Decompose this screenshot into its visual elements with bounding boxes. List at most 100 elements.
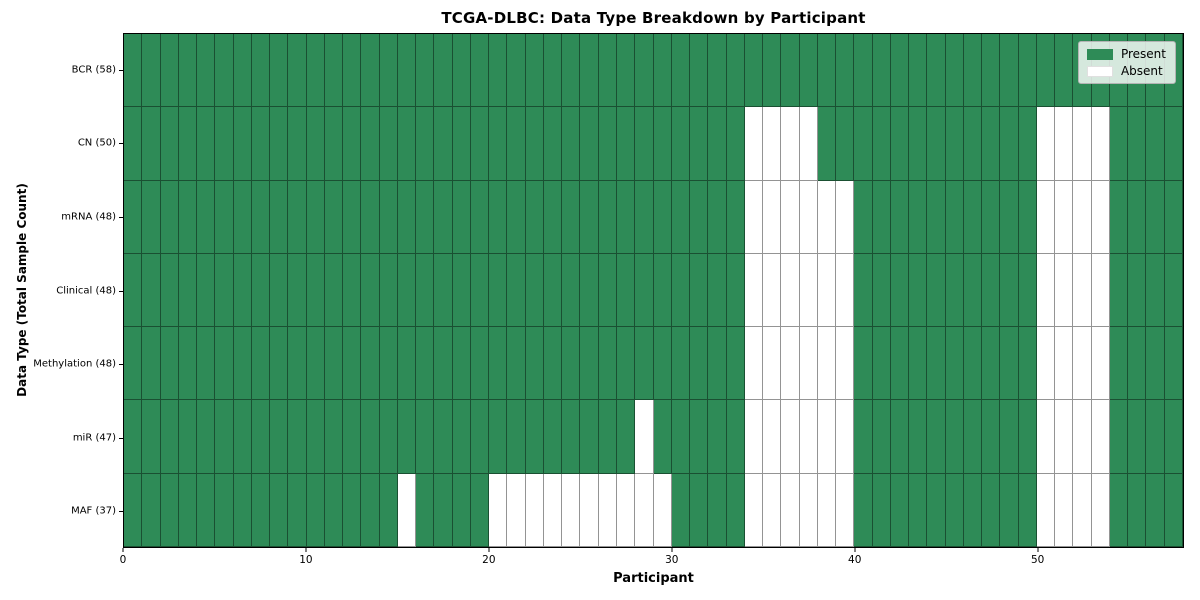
heatmap-cell: [1146, 107, 1165, 181]
heatmap-cell: [909, 107, 928, 181]
heatmap-cell: [416, 327, 435, 401]
y-tick-mark: [119, 437, 123, 439]
heatmap-cell: [233, 400, 252, 474]
heatmap-cell: [580, 34, 599, 108]
heatmap-cell: [343, 253, 362, 328]
heatmap-cell: [836, 473, 855, 547]
heatmap-cell: [1109, 400, 1129, 474]
heatmap-cell: [836, 400, 855, 474]
heatmap-cell: [562, 180, 581, 254]
heatmap-cell: [251, 400, 271, 474]
heatmap-cell: [781, 180, 800, 254]
heatmap-cell: [1073, 327, 1092, 401]
heatmap-cell: [562, 253, 581, 328]
heatmap-cell: [635, 473, 654, 547]
legend-label-absent: Absent: [1120, 64, 1163, 78]
heatmap-cell: [872, 107, 891, 181]
heatmap-cell: [635, 327, 654, 401]
heatmap-cell: [726, 327, 745, 401]
x-tick-label: 20: [482, 554, 496, 566]
heatmap-cell: [963, 473, 983, 547]
heatmap-cell: [1164, 400, 1183, 474]
heatmap-cell: [690, 180, 709, 254]
heatmap-cell: [1055, 180, 1074, 254]
heatmap-cell: [982, 107, 1001, 181]
heatmap-cell: [1000, 107, 1019, 181]
heatmap-cell: [708, 253, 727, 328]
heatmap-cell: [178, 107, 198, 181]
legend: Present Absent: [1077, 41, 1176, 84]
heatmap-cell: [1018, 107, 1037, 181]
heatmap-cell: [452, 180, 471, 254]
heatmap-cell: [799, 473, 818, 547]
heatmap-cell: [397, 327, 417, 401]
heatmap-cell: [397, 107, 417, 181]
heatmap-cell: [854, 253, 873, 328]
heatmap-cell: [945, 473, 964, 547]
heatmap-cell: [1055, 473, 1074, 547]
heatmap-cell: [288, 327, 307, 401]
heatmap-cell: [251, 473, 271, 547]
heatmap-cell: [178, 180, 198, 254]
heatmap-cell: [909, 327, 928, 401]
heatmap-cell: [890, 400, 910, 474]
heatmap-cell: [288, 400, 307, 474]
heatmap-cell: [233, 34, 252, 108]
heatmap-cell: [434, 180, 453, 254]
heatmap-cell: [763, 107, 782, 181]
heatmap-cell: [872, 34, 891, 108]
heatmap-cell: [616, 107, 636, 181]
heatmap-cell: [525, 253, 544, 328]
heatmap-cell: [872, 400, 891, 474]
heatmap-cell: [744, 473, 764, 547]
heatmap-cell: [927, 400, 946, 474]
heatmap-cell: [379, 327, 398, 401]
heatmap-cell: [817, 34, 837, 108]
y-tick-mark: [119, 511, 123, 513]
heatmap-cell: [598, 34, 617, 108]
heatmap-cell: [1000, 327, 1019, 401]
heatmap-cell: [270, 400, 289, 474]
heatmap-cell: [324, 253, 344, 328]
heatmap-cell: [124, 34, 143, 108]
heatmap-cell: [690, 327, 709, 401]
heatmap-cell: [836, 327, 855, 401]
heatmap-cell: [635, 107, 654, 181]
heatmap-cell: [1128, 107, 1147, 181]
heatmap-cell: [635, 253, 654, 328]
heatmap-cell: [616, 253, 636, 328]
heatmap-cell: [744, 400, 764, 474]
heatmap-cell: [872, 253, 891, 328]
heatmap-cell: [708, 107, 727, 181]
heatmap-cell: [1055, 34, 1074, 108]
heatmap-cell: [1000, 34, 1019, 108]
heatmap-cell: [124, 327, 143, 401]
heatmap-cell: [379, 107, 398, 181]
heatmap-cell: [635, 34, 654, 108]
heatmap-cell: [525, 180, 544, 254]
heatmap-cell: [507, 253, 526, 328]
heatmap-cell: [507, 180, 526, 254]
heatmap-cell: [781, 34, 800, 108]
heatmap-cell: [233, 253, 252, 328]
heatmap-cell: [160, 34, 179, 108]
heatmap-cell: [507, 34, 526, 108]
heatmap-cell: [909, 253, 928, 328]
heatmap-cell: [763, 34, 782, 108]
heatmap-cell: [178, 34, 198, 108]
heatmap-cell: [982, 34, 1001, 108]
heatmap-cell: [142, 180, 161, 254]
heatmap-cell: [1036, 400, 1056, 474]
heatmap-cell: [653, 400, 672, 474]
heatmap-cell: [890, 473, 910, 547]
heatmap-cell: [927, 34, 946, 108]
heatmap-cell: [799, 180, 818, 254]
heatmap-cell: [124, 107, 143, 181]
y-tick-mark: [119, 290, 123, 292]
heatmap-cell: [434, 253, 453, 328]
heatmap-cell: [890, 253, 910, 328]
heatmap-cell: [671, 253, 691, 328]
heatmap-cell: [270, 107, 289, 181]
heatmap-cell: [178, 253, 198, 328]
heatmap-cell: [872, 327, 891, 401]
